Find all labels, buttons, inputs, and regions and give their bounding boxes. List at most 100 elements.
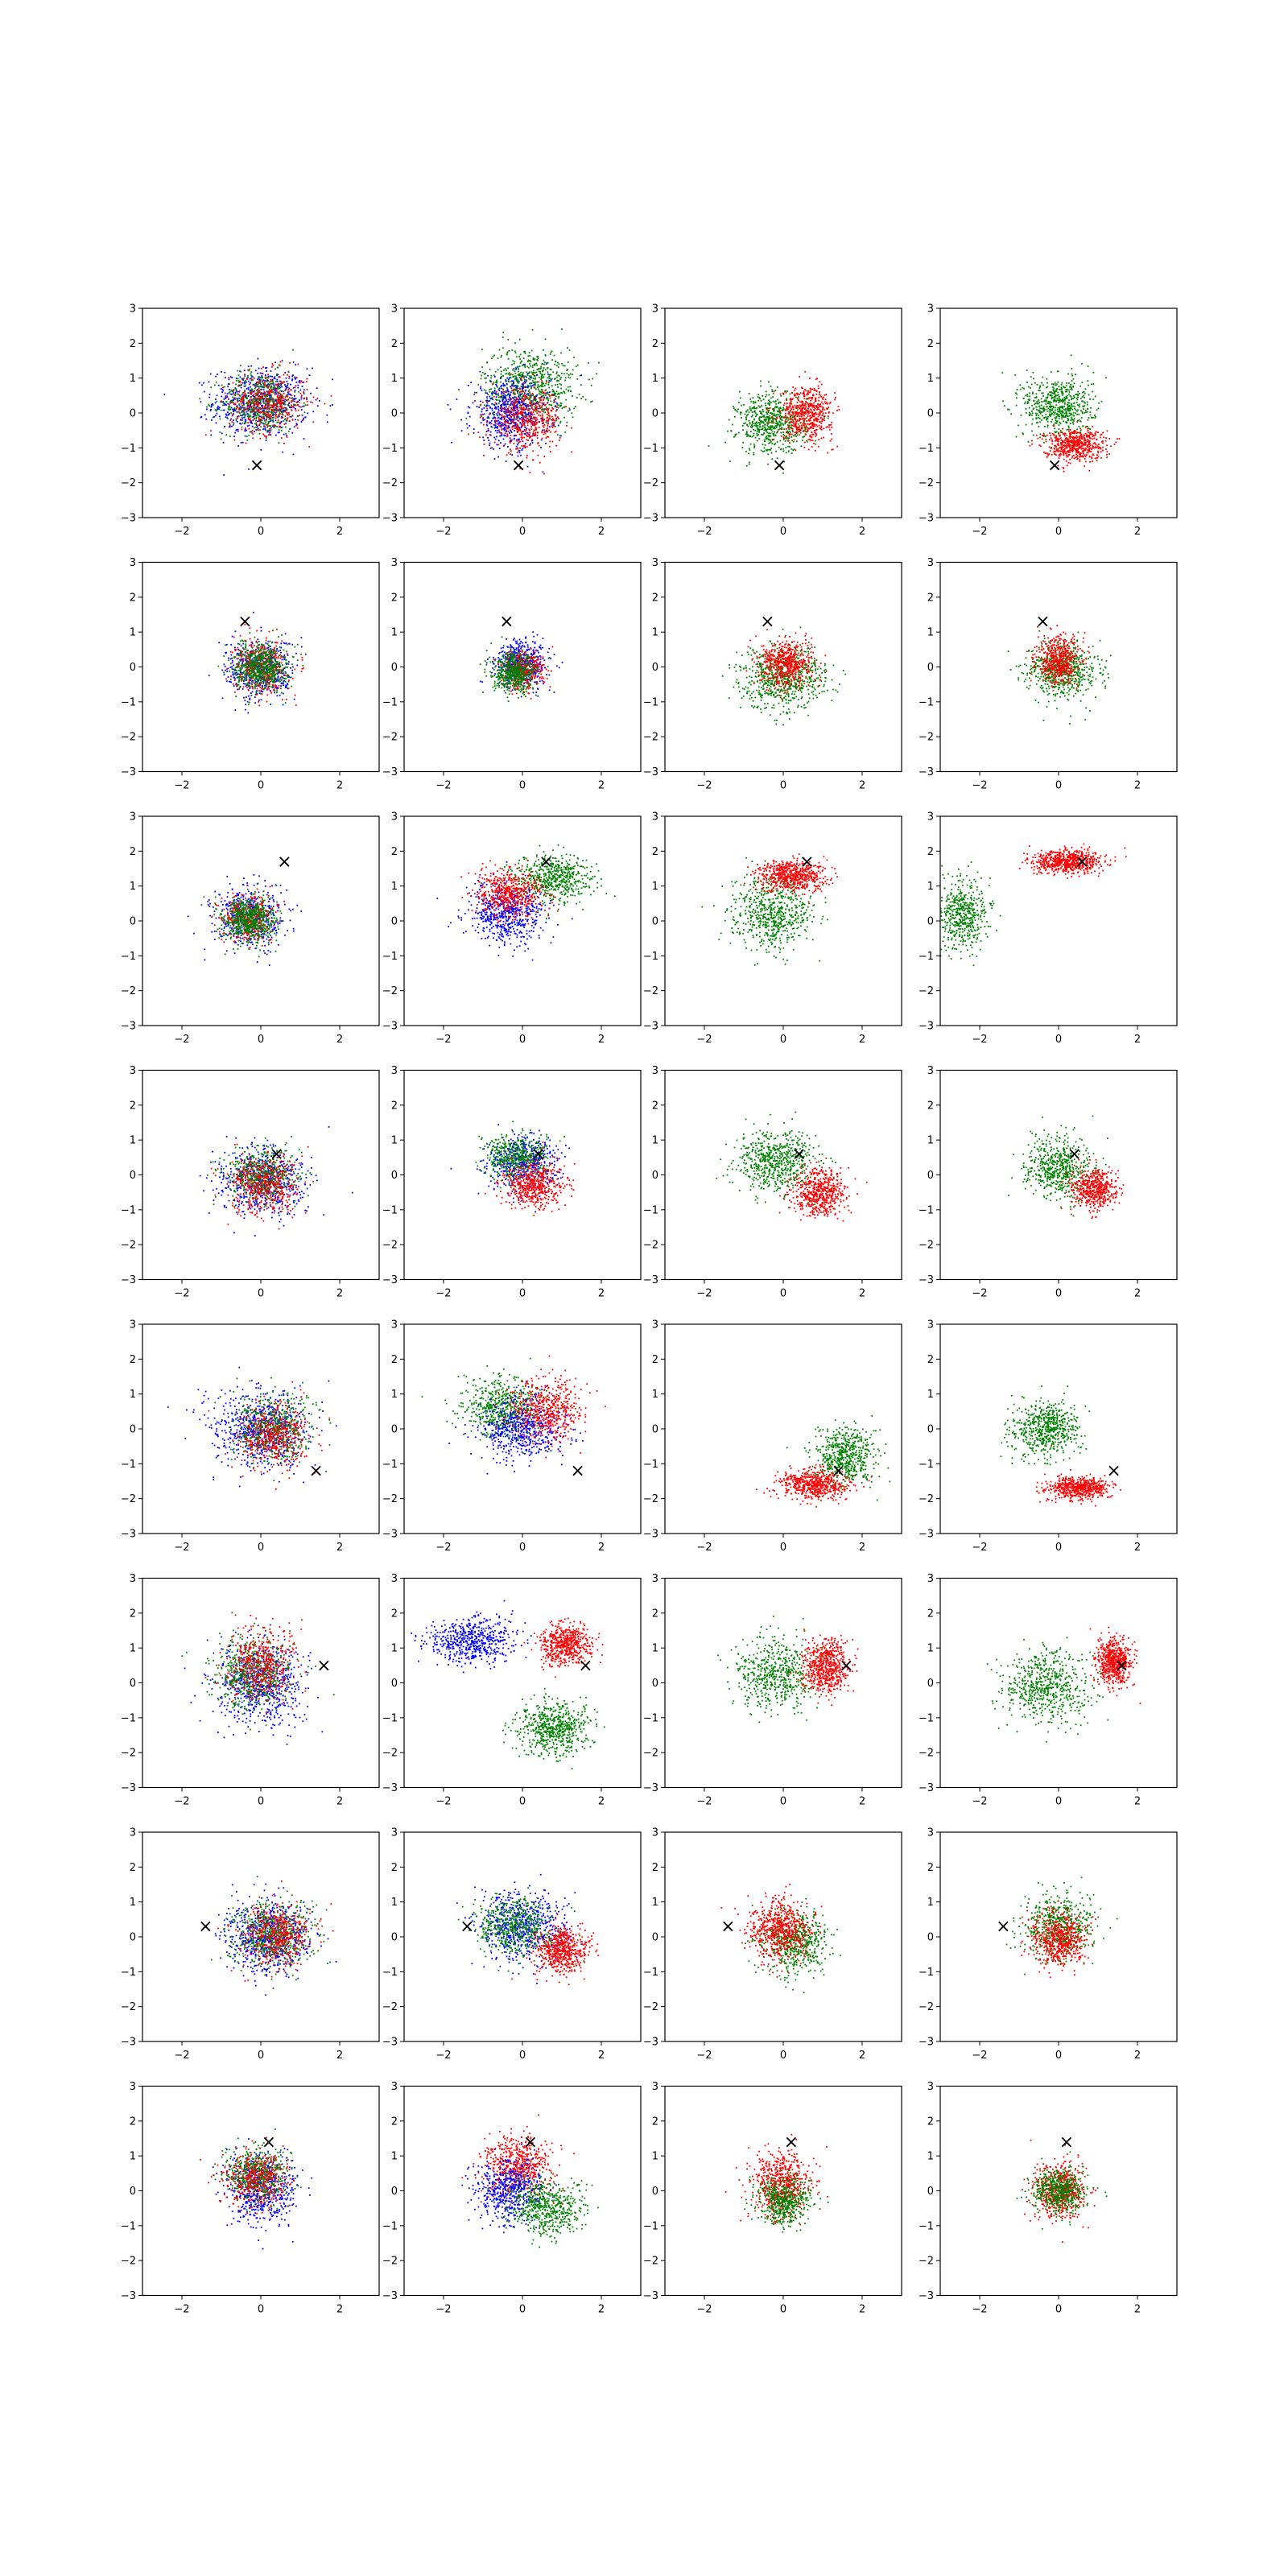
scatter-point: [560, 404, 562, 407]
scatter-point: [830, 423, 832, 426]
scatter-point: [506, 382, 508, 385]
scatter-point: [506, 409, 508, 411]
scatter-point: [790, 420, 792, 423]
scatter-point: [804, 370, 807, 373]
scatter-point: [480, 422, 482, 424]
scatter-point: [548, 418, 551, 419]
scatter-point: [242, 394, 243, 396]
scatter-point: [532, 369, 535, 372]
scatter-point: [525, 402, 527, 405]
scatter-point: [239, 407, 241, 409]
scatter-point: [291, 397, 294, 399]
scatter-point: [259, 372, 262, 374]
scatter-point: [551, 427, 554, 428]
scatter-point: [527, 406, 530, 408]
scatter-point: [270, 383, 272, 385]
scatter-point: [1002, 400, 1004, 402]
scatter-point: [517, 444, 518, 446]
scatter-point: [225, 434, 228, 436]
scatter-point: [265, 429, 267, 431]
scatter-point: [298, 390, 299, 393]
scatter-point: [511, 364, 513, 365]
scatter-point: [501, 394, 503, 397]
scatter-point: [522, 403, 525, 406]
scatter-point: [499, 435, 502, 437]
scatter-point: [795, 425, 797, 427]
scatter-point: [524, 390, 526, 392]
scatter-point: [1074, 402, 1075, 404]
scatter-point: [761, 416, 763, 418]
scatter-point: [801, 415, 803, 418]
scatter-point: [782, 431, 784, 433]
scatter-point: [784, 420, 786, 422]
scatter-point: [781, 410, 783, 411]
scatter-point: [535, 420, 537, 423]
scatter-point: [497, 423, 499, 425]
scatter-point: [544, 355, 547, 357]
scatter-point: [782, 433, 785, 436]
scatter-point: [816, 378, 818, 380]
scatter-point: [519, 374, 521, 377]
scatter-point: [762, 427, 764, 430]
scatter-point: [275, 390, 276, 392]
scatter-point: [1064, 398, 1066, 400]
scatter-point: [247, 392, 250, 394]
scatter-point: [543, 396, 546, 398]
scatter-point: [249, 407, 250, 410]
scatter-point: [312, 367, 313, 369]
scatter-point: [258, 432, 261, 435]
scatter-point: [225, 404, 227, 406]
scatter-point: [815, 417, 817, 419]
scatter-point: [512, 374, 514, 376]
scatter-point: [1034, 397, 1036, 398]
scatter-point: [1054, 396, 1055, 398]
scatter-point: [265, 437, 267, 440]
scatter-point: [258, 419, 260, 422]
scatter-point: [799, 407, 801, 410]
scatter-point: [805, 402, 807, 404]
scatter-point: [559, 382, 561, 385]
scatter-point: [533, 386, 535, 389]
scatter-point: [271, 414, 274, 415]
scatter-point: [522, 431, 525, 432]
scatter-point: [480, 403, 482, 406]
scatter-point: [220, 409, 222, 411]
scatter-point: [768, 419, 770, 421]
scatter-point: [306, 398, 308, 400]
scatter-point: [797, 420, 799, 423]
scatter-point: [808, 405, 811, 407]
scatter-point: [278, 384, 279, 386]
scatter-point: [281, 399, 283, 402]
scatter-point: [208, 394, 211, 395]
scatter-point: [540, 365, 543, 368]
scatter-point: [532, 416, 535, 419]
scatter-point: [514, 406, 517, 408]
scatter-point: [534, 387, 536, 390]
scatter-point: [557, 407, 559, 409]
scatter-point: [575, 365, 577, 368]
scatter-point: [571, 427, 572, 429]
scatter-point: [803, 436, 806, 438]
scatter-point: [819, 421, 821, 423]
scatter-point: [524, 353, 526, 354]
scatter-point: [826, 402, 828, 405]
scatter-point: [276, 381, 279, 382]
scatter-point: [238, 397, 240, 399]
scatter-point: [803, 419, 805, 422]
scatter-point: [518, 438, 520, 440]
scatter-point: [529, 371, 530, 374]
scatter-point: [771, 426, 773, 428]
scatter-point: [308, 446, 311, 448]
scatter-point: [770, 449, 771, 451]
scatter-point: [765, 429, 767, 431]
scatter-point: [518, 428, 521, 431]
scatter-point: [775, 420, 778, 423]
scatter-point: [524, 363, 526, 365]
scatter-point: [1057, 391, 1059, 394]
scatter-point: [775, 427, 778, 429]
scatter-point: [477, 431, 480, 433]
scatter-point: [233, 419, 234, 421]
scatter-point: [535, 433, 536, 435]
scatter-point: [503, 427, 506, 428]
